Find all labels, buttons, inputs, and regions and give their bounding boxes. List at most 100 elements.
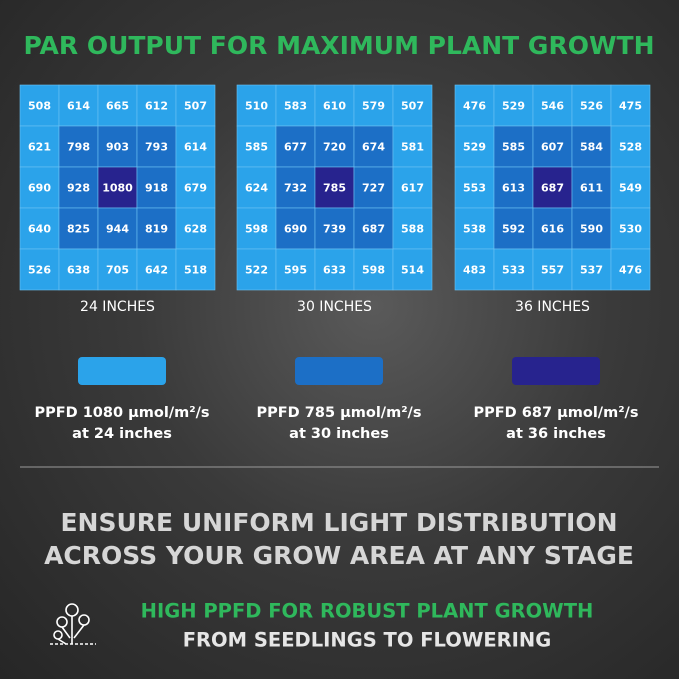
cell-value: 590 (580, 223, 603, 236)
plant-icon (50, 603, 96, 645)
title: PAR OUTPUT FOR MAXIMUM PLANT GROWTH (23, 31, 654, 60)
grid-cell (275, 248, 316, 291)
grid-cell (353, 248, 394, 291)
grid-cell (236, 125, 277, 168)
cell-value: 528 (619, 141, 642, 154)
cell-value: 687 (541, 182, 564, 195)
cell-value: 613 (502, 182, 525, 195)
grid-cell (353, 125, 394, 168)
grid-cell (532, 166, 573, 209)
grid-cell (571, 207, 612, 250)
cell-value: 584 (580, 141, 603, 154)
grid-cell (175, 125, 216, 168)
cell-value: 720 (323, 141, 346, 154)
grid-cell (58, 84, 99, 127)
headline: ACROSS YOUR GROW AREA AT ANY STAGE (44, 541, 634, 570)
grid-cell (610, 84, 651, 127)
cell-value: 628 (184, 223, 207, 236)
grid-cell (610, 125, 651, 168)
cell-value: 514 (401, 264, 424, 277)
grid-cell (136, 207, 177, 250)
grid-cell (571, 248, 612, 291)
cell-value: 674 (362, 141, 385, 154)
grid-cell (97, 166, 138, 209)
cell-value: 617 (401, 182, 424, 195)
cell-value: 727 (362, 182, 385, 195)
grid-cell (571, 125, 612, 168)
cell-value: 739 (323, 223, 346, 236)
grid-cell (353, 84, 394, 127)
grid-cell (493, 207, 534, 250)
cell-value: 687 (362, 223, 385, 236)
cell-value: 732 (284, 182, 307, 195)
cell-value: 475 (619, 100, 642, 113)
cell-value: 665 (106, 100, 129, 113)
grid-label: 30 INCHES (297, 299, 372, 315)
grid-label: 24 INCHES (80, 299, 155, 315)
cell-value: 785 (323, 182, 346, 195)
cell-value: 944 (106, 223, 129, 236)
cell-value: 553 (463, 182, 486, 195)
grid-cell (275, 166, 316, 209)
grid-cell (493, 166, 534, 209)
cell-value: 581 (401, 141, 424, 154)
grid-cell (136, 248, 177, 291)
grid-cell (175, 248, 216, 291)
legend-caption: at 36 inches (506, 426, 606, 442)
cell-value: 588 (401, 223, 424, 236)
cell-value: 598 (362, 264, 385, 277)
legend-swatch (78, 357, 166, 385)
cell-value: 642 (145, 264, 168, 277)
grid-cell (532, 248, 573, 291)
grid-cell (236, 166, 277, 209)
cell-value: 598 (245, 223, 268, 236)
cell-value: 585 (245, 141, 268, 154)
cell-value: 614 (184, 141, 207, 154)
cell-value: 530 (619, 223, 642, 236)
grid-cell (392, 125, 433, 168)
grid-cell (454, 248, 495, 291)
grid-cell (19, 125, 60, 168)
cell-value: 518 (184, 264, 207, 277)
cell-value: 585 (502, 141, 525, 154)
cell-value: 507 (184, 100, 207, 113)
grid-cell (454, 166, 495, 209)
legend-swatch (512, 357, 600, 385)
grid-cell (175, 84, 216, 127)
grid-cell (314, 248, 355, 291)
legend-caption: PPFD 687 μmol/m²/s (474, 405, 639, 421)
cell-value: 690 (284, 223, 307, 236)
cell-value: 624 (245, 182, 268, 195)
cell-value: 557 (541, 264, 564, 277)
grid-cell (454, 125, 495, 168)
grid-cell (610, 248, 651, 291)
feature-text: FROM SEEDLINGS TO FLOWERING (183, 629, 552, 652)
cell-value: 610 (323, 100, 346, 113)
cell-value: 526 (28, 264, 51, 277)
cell-value: 508 (28, 100, 51, 113)
cell-value: 579 (362, 100, 385, 113)
grid-cell (136, 125, 177, 168)
cell-value: 614 (67, 100, 90, 113)
cell-value: 677 (284, 141, 307, 154)
grid-cell (58, 166, 99, 209)
cell-value: 705 (106, 264, 129, 277)
cell-value: 583 (284, 100, 307, 113)
grid-cell (493, 84, 534, 127)
legend-caption: PPFD 785 μmol/m²/s (257, 405, 422, 421)
cell-value: 476 (619, 264, 642, 277)
cell-value: 538 (463, 223, 486, 236)
grid-cell (136, 166, 177, 209)
grid-cell (314, 125, 355, 168)
grid-cell (314, 166, 355, 209)
grid-cell (97, 248, 138, 291)
cell-value: 819 (145, 223, 168, 236)
cell-value: 679 (184, 182, 207, 195)
grid-cell (454, 84, 495, 127)
grid-cell (610, 166, 651, 209)
grid-cell (19, 166, 60, 209)
cell-value: 510 (245, 100, 268, 113)
grid-cell (314, 84, 355, 127)
cell-value: 918 (145, 182, 168, 195)
cell-value: 793 (145, 141, 168, 154)
